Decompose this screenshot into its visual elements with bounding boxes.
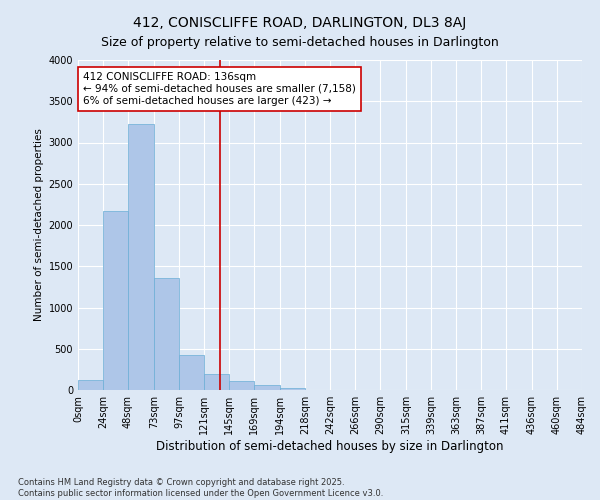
Text: 412, CONISCLIFFE ROAD, DARLINGTON, DL3 8AJ: 412, CONISCLIFFE ROAD, DARLINGTON, DL3 8… <box>133 16 467 30</box>
Bar <box>103 211 128 390</box>
Bar <box>179 356 204 390</box>
Bar <box>254 386 280 390</box>
Bar <box>154 278 179 390</box>
Text: Size of property relative to semi-detached houses in Darlington: Size of property relative to semi-detach… <box>101 36 499 49</box>
Text: 412 CONISCLIFFE ROAD: 136sqm
← 94% of semi-detached houses are smaller (7,158)
6: 412 CONISCLIFFE ROAD: 136sqm ← 94% of se… <box>83 72 356 106</box>
X-axis label: Distribution of semi-detached houses by size in Darlington: Distribution of semi-detached houses by … <box>156 440 504 453</box>
Bar <box>280 388 305 390</box>
Bar <box>128 124 154 390</box>
Text: Contains HM Land Registry data © Crown copyright and database right 2025.
Contai: Contains HM Land Registry data © Crown c… <box>18 478 383 498</box>
Bar <box>204 374 229 390</box>
Bar <box>229 381 254 390</box>
Y-axis label: Number of semi-detached properties: Number of semi-detached properties <box>34 128 44 322</box>
Bar <box>78 380 103 390</box>
